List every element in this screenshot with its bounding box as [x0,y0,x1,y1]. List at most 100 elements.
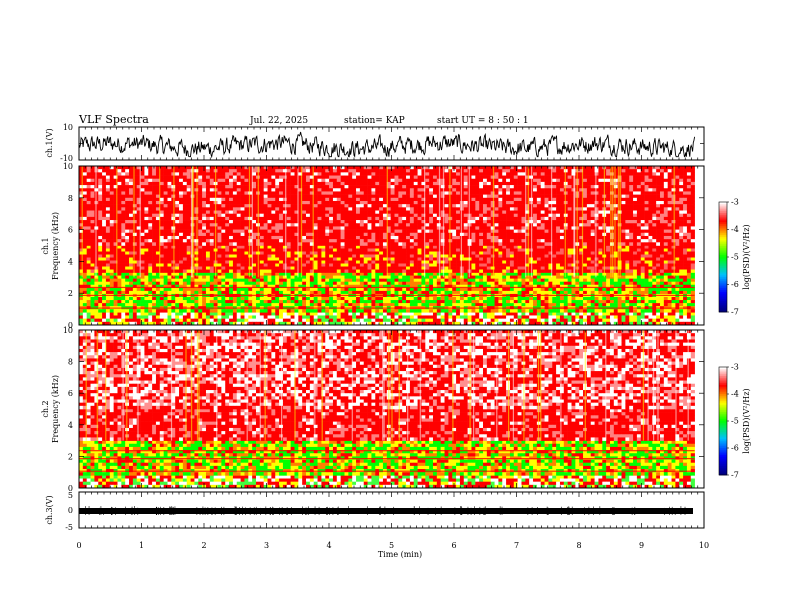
spectrogram-cell [475,272,480,276]
spectrogram-cell [344,251,349,255]
spectrogram-cell [117,266,122,270]
spectrogram-cell [259,260,264,264]
spectrogram-cell [544,272,549,276]
spectrogram-cell [517,169,522,173]
spectrogram-cell [398,315,403,319]
spectrogram-cell [175,254,180,258]
spectrogram-cell [248,269,253,273]
spectrogram-cell [217,315,222,319]
spectrogram-cell [155,266,161,270]
spectrogram-cell [332,245,338,249]
spectrogram-cell [136,321,141,326]
spectrogram-cell [352,245,357,249]
spectrogram-cell [479,318,484,323]
spectrogram-cell [321,269,326,273]
spectrogram-cell [606,260,611,264]
spectrogram-cell [82,312,87,316]
spectrogram-cell [159,321,164,326]
spectrogram-cell [471,278,476,283]
spectrogram-cell [513,169,518,173]
spectrogram-cell [371,309,376,313]
spectrogram-cell [140,315,145,319]
spectrogram-cell [548,287,553,292]
spectrogram-cell [417,245,422,249]
spectrogram-cell [683,269,688,273]
spectrogram-cell [86,290,91,295]
spectrogram-cell [217,321,222,326]
spectrogram-cell [194,309,199,313]
spectrogram-cell [175,260,180,264]
spectrogram-cell [113,303,118,307]
spectrogram-cell [302,309,307,313]
spectrogram-cell [236,169,241,173]
spectrogram-cell [144,315,149,319]
spectrogram-cell [198,278,203,283]
spectrogram-cell [313,248,318,252]
spectrogram-cell [79,296,84,301]
spectrogram-cell [155,263,161,267]
spectrogram-cell [667,251,672,255]
spectrogram-cell [479,296,484,301]
spectrogram-cell [529,315,534,319]
spectrogram-cell [490,318,495,323]
spectrogram-cell [379,175,384,180]
spectrogram-cell [644,248,649,252]
spectrogram-cell [583,281,588,286]
spectrogram-cell [321,272,326,276]
spectrogram-cell [244,309,249,313]
spectrogram-cell [494,287,499,292]
spectrogram-cell [636,296,642,301]
spectrogram-cell [602,296,607,301]
spectrogram-cell [98,321,103,326]
spectrogram-cell [486,248,491,252]
spectrogram-cell [525,272,530,276]
spectrogram-cell [225,275,230,279]
spectrogram-cell [125,172,130,176]
spectrogram-cell [132,284,138,289]
spectrogram-cell [259,309,264,313]
spectrogram-cell [263,290,268,295]
spectrogram-cell [244,266,249,270]
spectrogram-cell [221,169,226,173]
spectrogram-cell [190,287,195,292]
spectrogram-cell [340,318,345,323]
spectrogram-cell [494,318,499,323]
spectrogram-cell [129,278,134,283]
spectrogram-cell [371,269,376,273]
spectrogram-cell [202,263,207,267]
spectrogram-cell [533,312,538,316]
spectrogram-cell [344,309,349,313]
spectrogram-cell [190,312,195,316]
spectrogram-cell [517,315,522,319]
spectrogram-cell [586,300,592,304]
spectrogram-cell [533,248,538,252]
spectrogram-cell [563,287,568,292]
spectrogram-cell [321,287,326,292]
spectrogram-cell [552,284,557,289]
spectrogram-cell [671,309,676,313]
spectrogram-cell [259,290,264,295]
spectrogram-cell [456,303,461,307]
spectrogram-cell [525,318,530,323]
spectrogram-cell [267,300,272,304]
spectrogram-cell [483,318,488,323]
spectrogram-cell [479,272,484,276]
spectrogram-cell [259,303,264,307]
spectrogram-cell [459,290,465,295]
spectrogram-cell [398,321,403,326]
spectrogram-cell [444,284,449,289]
spectrogram-cell [329,248,334,252]
spectrogram-cell [125,287,130,292]
spectrogram-cell [259,166,264,170]
spectrogram-cell [452,263,457,267]
spectrogram-cell [483,290,488,295]
spectrogram-cell [667,281,672,286]
spectrogram-cell [606,287,611,292]
spectrogram-cell [248,275,253,279]
spectrogram-cell [255,321,261,326]
spectrogram-cell [82,315,87,319]
spectrogram-cell [660,318,665,323]
spectrogram-cell [332,248,338,252]
spectrogram-cell [667,275,672,279]
spectrogram-cell [271,175,276,180]
